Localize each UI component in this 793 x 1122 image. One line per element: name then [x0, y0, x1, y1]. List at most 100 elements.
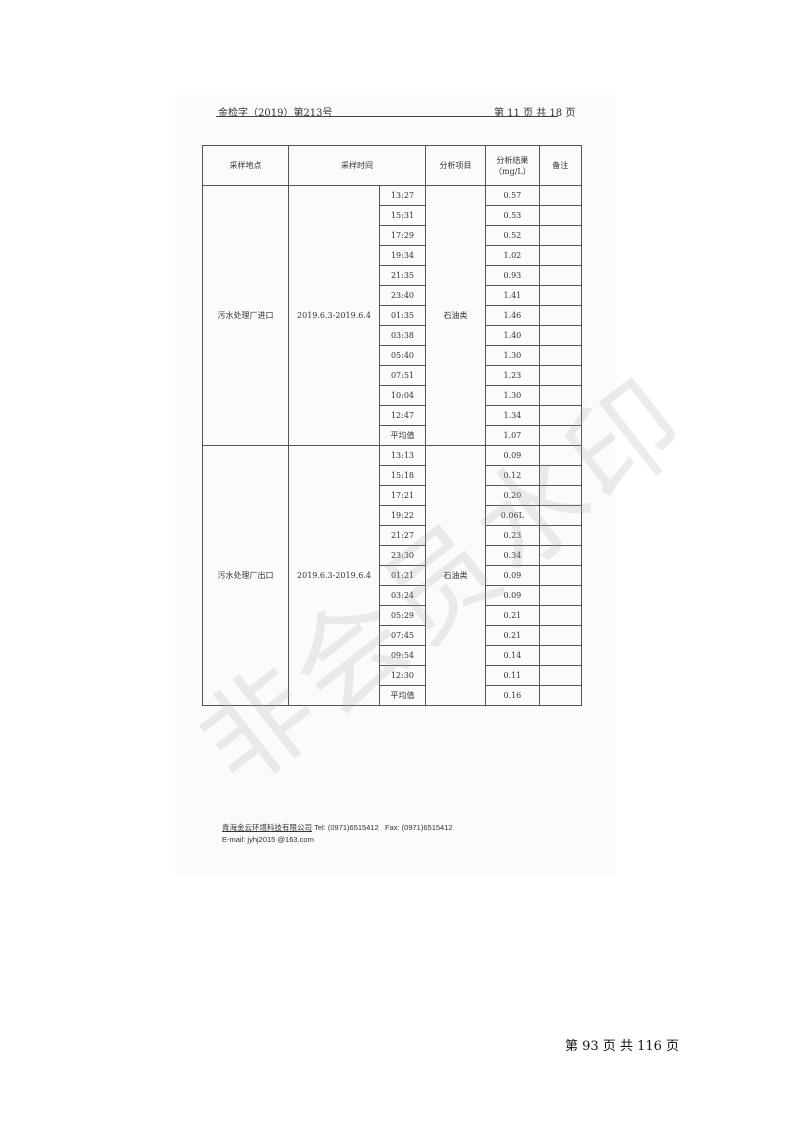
result-cell: 1.30	[485, 345, 540, 366]
remark-cell	[538, 585, 582, 606]
time-cell: 平均值	[379, 685, 426, 706]
remark-cell	[538, 685, 582, 706]
column-header: 备注	[538, 145, 582, 186]
result-cell: 0.11	[485, 665, 540, 686]
page-number: 第 93 页 共 116 页	[565, 1039, 680, 1054]
result-cell: 0.52	[485, 225, 540, 246]
remark-cell	[538, 265, 582, 286]
remark-cell	[538, 245, 582, 266]
result-cell: 1.40	[485, 325, 540, 346]
result-cell: 0.14	[485, 645, 540, 666]
table-row: 平均值 0.16	[203, 685, 582, 706]
item-cell: 石油类	[425, 185, 486, 446]
date-cell: 2019.6.3-2019.6.4	[288, 445, 380, 706]
result-cell: 1.23	[485, 365, 540, 386]
results-table: 采样地点 采样时间 分析项目 分析结果（mg/L） 备注 污水处理厂进口 2019.6.3-…	[202, 145, 582, 706]
time-cell: 07:51	[379, 365, 426, 386]
remark-cell	[538, 625, 582, 646]
table-row: 07:45 0.21	[203, 625, 582, 646]
time-cell: 12:30	[379, 665, 426, 686]
remark-cell	[538, 205, 582, 226]
site-cell: 污水处理厂进口	[202, 185, 289, 446]
result-cell: 0.09	[485, 585, 540, 606]
time-cell: 15:31	[379, 205, 426, 226]
result-cell: 1.07	[485, 425, 540, 446]
time-cell: 05:29	[379, 605, 426, 626]
remark-cell	[538, 385, 582, 406]
time-cell: 03:38	[379, 325, 426, 346]
remark-cell	[538, 665, 582, 686]
email: E-mail: jyhj2015 @163.com	[222, 835, 314, 844]
result-cell: 1.02	[485, 245, 540, 266]
remark-cell	[538, 605, 582, 626]
table-row: 03:24 0.09	[203, 585, 582, 606]
result-cell: 0.06L	[485, 505, 540, 526]
column-header: 分析结果（mg/L）	[485, 145, 540, 186]
table-row: 21:27 0.23	[203, 525, 582, 546]
result-cell: 0.21	[485, 625, 540, 646]
header-divider	[216, 116, 558, 117]
result-cell: 0.12	[485, 465, 540, 486]
header-row: 采样地点 采样时间 分析项目 分析结果（mg/L） 备注	[202, 145, 582, 186]
column-header: 采样地点	[202, 145, 289, 186]
time-cell: 05:40	[379, 345, 426, 366]
time-cell: 平均值	[379, 425, 426, 446]
remark-cell	[538, 365, 582, 386]
table-row: 23:30 0.34	[203, 545, 582, 566]
time-cell: 15:18	[379, 465, 426, 486]
table-row: 09:54 0.14	[203, 645, 582, 666]
remark-cell	[538, 525, 582, 546]
time-cell: 21:27	[379, 525, 426, 546]
time-cell: 19:34	[379, 245, 426, 266]
remark-cell	[538, 485, 582, 506]
table-row: 03:38 1.40	[203, 325, 582, 346]
result-cell: 0.57	[485, 185, 540, 206]
time-cell: 01:35	[379, 305, 426, 326]
fax: Fax: (0971)6515412	[385, 823, 453, 832]
remark-cell	[538, 565, 582, 586]
column-header: 采样时间	[288, 145, 426, 186]
tel: Tel: (0971)6515412	[314, 823, 379, 832]
table-row: 污水处理厂出口 2019.6.3-2019.6.4 13:13 石油类 0.09	[202, 445, 582, 706]
remark-cell	[538, 645, 582, 666]
time-cell: 23:40	[379, 285, 426, 306]
time-cell: 17:21	[379, 485, 426, 506]
table-row: 17:21 0.20	[203, 485, 582, 506]
footer: 青海金云环境科技有限公司 Tel: (0971)6515412 Fax: (09…	[222, 822, 453, 846]
remark-cell	[538, 505, 582, 526]
remark-cell	[538, 185, 582, 206]
remark-cell	[538, 545, 582, 566]
remark-cell	[538, 225, 582, 246]
result-cell: 0.09	[485, 565, 540, 586]
time-cell: 13:27	[379, 185, 426, 206]
date-cell: 2019.6.3-2019.6.4	[288, 185, 380, 446]
item-cell: 石油类	[425, 445, 486, 706]
time-cell: 17:29	[379, 225, 426, 246]
remark-cell	[538, 465, 582, 486]
remark-cell	[538, 285, 582, 306]
result-cell: 0.93	[485, 265, 540, 286]
remark-cell	[538, 345, 582, 366]
time-cell: 01:21	[379, 565, 426, 586]
time-cell: 19:22	[379, 505, 426, 526]
table-row: 污水处理厂进口 2019.6.3-2019.6.4 13:27 石油类 0.57	[202, 185, 582, 446]
time-cell: 09:54	[379, 645, 426, 666]
company-name: 青海金云环境科技有限公司	[222, 823, 312, 832]
remark-cell	[538, 405, 582, 426]
result-cell: 0.34	[485, 545, 540, 566]
result-cell: 0.21	[485, 605, 540, 626]
time-cell: 12:47	[379, 405, 426, 426]
result-cell: 0.53	[485, 205, 540, 226]
remark-cell	[538, 305, 582, 326]
time-cell: 23:30	[379, 545, 426, 566]
table-row: 23:40 1.41	[203, 285, 582, 306]
remark-cell	[538, 445, 582, 466]
time-cell: 03:24	[379, 585, 426, 606]
remark-cell	[538, 425, 582, 446]
result-cell: 1.34	[485, 405, 540, 426]
table-row: 05:40 1.30	[203, 345, 582, 366]
result-cell: 1.30	[485, 385, 540, 406]
time-cell: 07:45	[379, 625, 426, 646]
time-cell: 10:04	[379, 385, 426, 406]
table-row: 05:29 0.21	[203, 605, 582, 626]
